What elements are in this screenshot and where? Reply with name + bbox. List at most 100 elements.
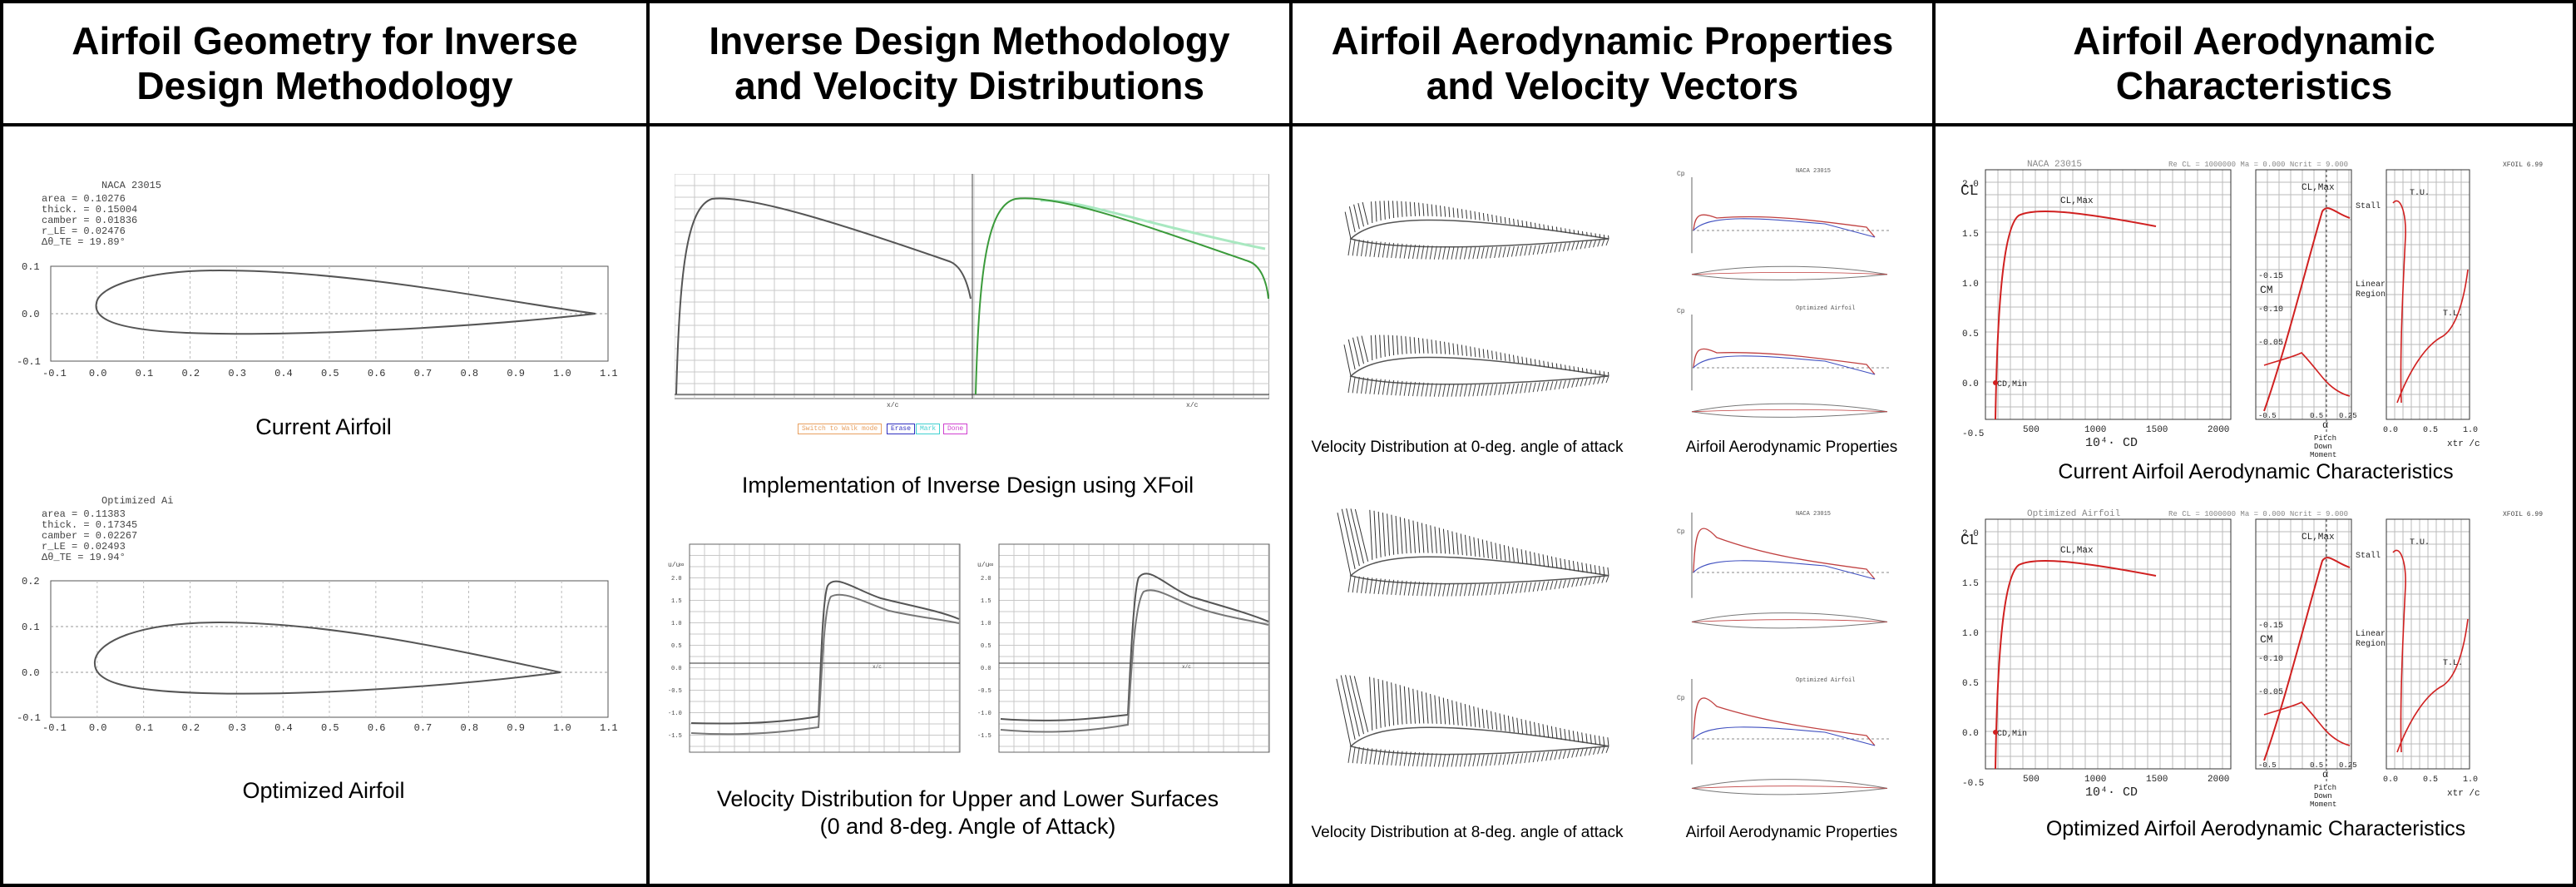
velocity-vector xyxy=(1425,752,1429,767)
cl-label: CL xyxy=(1960,183,1979,200)
velocity-vector xyxy=(1345,675,1360,737)
x-tick: 0.0 xyxy=(89,722,107,734)
erase-button[interactable]: Erase xyxy=(887,424,916,434)
velocity-vector xyxy=(1399,580,1403,596)
svg-text:2.0: 2.0 xyxy=(671,576,682,582)
velocity-vector xyxy=(1476,754,1481,766)
velocity-vector xyxy=(1357,336,1364,364)
velocity-vector xyxy=(1490,583,1493,596)
svg-text:0.5: 0.5 xyxy=(671,643,682,650)
velocity-vector xyxy=(1352,239,1356,256)
lift-curve xyxy=(2263,207,2351,412)
velocity-vector xyxy=(1348,206,1356,233)
transition-upper xyxy=(2392,200,2406,404)
velocity-vector xyxy=(1575,241,1580,250)
velocity-vector xyxy=(1550,244,1554,254)
param-rle: r_LE = 0.02493 xyxy=(42,541,126,553)
velocity-vector xyxy=(1541,581,1545,592)
velocity-vector xyxy=(1341,508,1356,569)
velocity-vector xyxy=(1486,540,1489,558)
cl-tick: 2.0 xyxy=(1962,180,1979,190)
tu-label: T.U. xyxy=(2410,189,2430,198)
upper-surface-velocity xyxy=(1000,572,1269,721)
switch-walk-mode-button[interactable]: Switch to Walk mode xyxy=(798,424,883,434)
velocity-vector xyxy=(1439,340,1441,354)
velocity-vector xyxy=(1466,210,1467,219)
velocity-vector xyxy=(1429,245,1433,260)
cdmin-label: CD,Min xyxy=(1997,379,2027,389)
mark-button[interactable]: Mark xyxy=(916,424,941,434)
velocity-vector xyxy=(1530,221,1532,228)
velocity-vector xyxy=(1562,242,1566,252)
velocity-vector xyxy=(1477,538,1481,557)
airfoil-shape xyxy=(1691,612,1888,629)
x-tick: 0.4 xyxy=(274,368,293,379)
inverse-design-plot: x/c x/c xyxy=(675,174,1269,409)
cm-label: CM xyxy=(2260,284,2273,296)
velocity-vector xyxy=(1481,246,1485,259)
cm-tick: -0.10 xyxy=(2258,655,2283,664)
velocity-vector xyxy=(1494,384,1498,396)
velocity-vector xyxy=(1433,245,1437,260)
velocity-vector xyxy=(1399,751,1403,766)
cm-tick: -0.05 xyxy=(2258,688,2283,697)
velocity-vector xyxy=(1444,206,1446,217)
cm-label: CM xyxy=(2260,633,2273,646)
airfoil-outline xyxy=(93,621,561,695)
velocity-vector xyxy=(1405,201,1407,217)
svg-text:-1.0: -1.0 xyxy=(668,711,682,717)
velocity-vector xyxy=(1555,226,1558,232)
current-airfoil-params: NACA 23015 area = 0.10276 thick. = 0.150… xyxy=(42,180,161,248)
svg-text:0.0: 0.0 xyxy=(671,666,682,672)
transition-upper xyxy=(2392,549,2406,753)
y-tick: -0.1 xyxy=(17,356,41,368)
svg-text:Re CL = 1000000 Ma = 0.000: Re CL = 1000000 Ma = 0.000 Ncrit = 9.000 xyxy=(2168,510,2348,518)
velocity-vector xyxy=(1525,720,1528,735)
velocity-vector xyxy=(1529,551,1532,565)
velocity-vector xyxy=(1499,543,1502,560)
velocity-vector xyxy=(1459,583,1463,597)
velocity-vector xyxy=(1375,334,1377,359)
velocity-vector xyxy=(1536,752,1540,762)
velocity-vector xyxy=(1486,710,1489,729)
velocity-vector xyxy=(1442,582,1446,597)
velocity-vector xyxy=(1377,511,1382,557)
velocity-vector xyxy=(1455,754,1459,767)
x-axis-label: x/c xyxy=(887,402,899,409)
velocity-vector xyxy=(1391,514,1395,555)
velocity-vector xyxy=(1352,576,1356,593)
param-rle: r_LE = 0.02476 xyxy=(42,225,126,237)
cd-tick: 1500 xyxy=(2146,775,2168,785)
cd-axis-label: 10⁴· CD xyxy=(2085,436,2138,450)
velocity-vector xyxy=(1353,204,1360,230)
velocity-vector xyxy=(1417,245,1421,260)
velocity-vector xyxy=(1446,246,1451,260)
velocity-vector xyxy=(1502,754,1506,766)
velocity-vector xyxy=(1405,336,1407,354)
velocity-vector xyxy=(1425,245,1429,260)
velocity-vector xyxy=(1464,246,1467,260)
velocity-vector xyxy=(1446,699,1451,725)
pitch-label: Moment xyxy=(2310,800,2336,809)
velocity-vector xyxy=(1461,209,1463,219)
done-button[interactable]: Done xyxy=(943,424,968,434)
velocity-vector xyxy=(1536,245,1540,255)
velocity-vector xyxy=(1586,368,1588,374)
velocity-vector xyxy=(1455,246,1459,260)
velocity-vector xyxy=(1451,754,1455,767)
velocity-vector xyxy=(1468,384,1472,397)
polar-current: NACA 23015 Re CL = 1000000 Ma = 0.000 Nc… xyxy=(1960,160,2543,459)
y-tick: 0.0 xyxy=(22,309,40,320)
velocity-vector xyxy=(1391,242,1395,259)
velocity-vector xyxy=(1504,353,1506,361)
optimized-airfoil-params: Optimized Ai area = 0.11383 thick. = 0.1… xyxy=(42,495,173,563)
pitch-label: Down xyxy=(2314,443,2332,451)
velocity-vector xyxy=(1340,675,1356,740)
velocity-vector xyxy=(1571,241,1575,250)
velocity-vector xyxy=(1520,719,1524,734)
panel-geometry: Airfoil Geometry for Inverse Design Metho… xyxy=(0,0,646,887)
velocity-vector xyxy=(1554,580,1558,590)
xtr-tick: 0.5 xyxy=(2423,776,2438,785)
velocity-vector xyxy=(1555,363,1558,369)
svg-text:-0.5: -0.5 xyxy=(977,688,991,695)
